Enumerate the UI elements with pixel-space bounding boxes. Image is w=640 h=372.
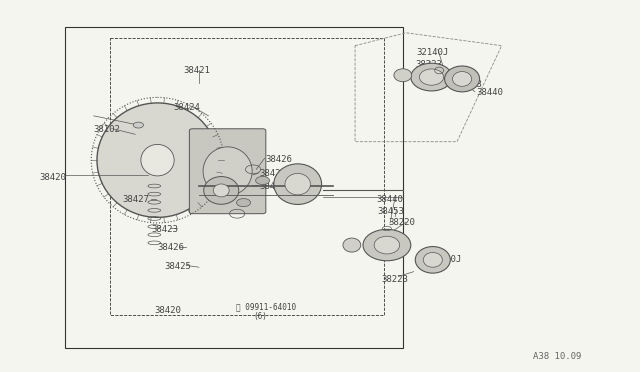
Text: 38425: 38425 xyxy=(164,262,191,271)
Text: 38426: 38426 xyxy=(157,243,184,252)
Text: 38424: 38424 xyxy=(173,103,200,112)
Text: 38102: 38102 xyxy=(94,125,121,134)
Ellipse shape xyxy=(445,66,479,92)
Ellipse shape xyxy=(203,147,252,196)
Ellipse shape xyxy=(255,176,269,185)
Text: 38440: 38440 xyxy=(476,88,503,97)
Ellipse shape xyxy=(394,69,412,82)
Text: 38424: 38424 xyxy=(259,182,286,190)
Ellipse shape xyxy=(274,164,321,205)
Text: Ⓝ 09911-64010: Ⓝ 09911-64010 xyxy=(236,302,296,311)
Text: A38 10.09: A38 10.09 xyxy=(534,352,582,361)
Ellipse shape xyxy=(204,177,239,204)
Text: 38453: 38453 xyxy=(455,80,482,89)
Text: 38223: 38223 xyxy=(381,275,408,283)
Ellipse shape xyxy=(141,144,174,176)
Text: 38420: 38420 xyxy=(154,306,181,315)
Text: 32140J: 32140J xyxy=(417,48,449,57)
Text: 38421: 38421 xyxy=(183,66,210,75)
Ellipse shape xyxy=(374,236,399,254)
Text: 38425: 38425 xyxy=(259,169,286,179)
Text: 38426: 38426 xyxy=(266,155,292,164)
Ellipse shape xyxy=(363,230,411,261)
Ellipse shape xyxy=(97,103,218,217)
Ellipse shape xyxy=(423,253,442,267)
Text: 32140J: 32140J xyxy=(429,256,462,264)
Circle shape xyxy=(133,122,143,128)
Ellipse shape xyxy=(237,199,250,207)
Ellipse shape xyxy=(213,184,229,197)
Ellipse shape xyxy=(415,247,451,273)
Bar xyxy=(65,27,403,349)
Ellipse shape xyxy=(452,71,472,86)
Bar xyxy=(109,38,384,315)
Text: 38220: 38220 xyxy=(388,218,415,228)
FancyBboxPatch shape xyxy=(189,129,266,214)
Ellipse shape xyxy=(411,63,452,91)
Text: 38420: 38420 xyxy=(40,173,67,182)
Text: 38453: 38453 xyxy=(378,208,404,217)
Ellipse shape xyxy=(343,238,361,252)
Text: 38427: 38427 xyxy=(122,195,149,204)
Text: 38423: 38423 xyxy=(151,225,178,234)
Text: 38440: 38440 xyxy=(376,195,403,204)
Ellipse shape xyxy=(419,69,444,85)
Ellipse shape xyxy=(285,173,310,195)
Text: 38223: 38223 xyxy=(415,60,442,69)
Text: 38220: 38220 xyxy=(429,68,456,78)
Text: (6): (6) xyxy=(253,311,267,321)
